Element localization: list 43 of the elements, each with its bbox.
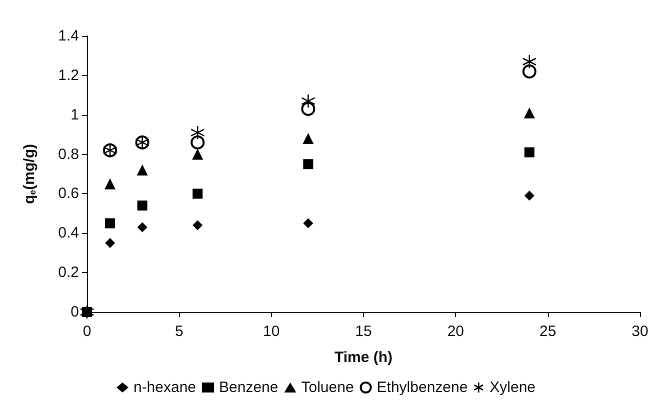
point bbox=[192, 220, 203, 230]
y-tick-label: 0.8 bbox=[58, 146, 79, 163]
point bbox=[105, 218, 116, 228]
x-tick-label: 0 bbox=[82, 323, 92, 340]
x-axis-title: Time (h) bbox=[334, 349, 393, 366]
y-tick-label: 1.4 bbox=[58, 28, 79, 44]
y-tick-label: 0 bbox=[70, 304, 79, 320]
point bbox=[524, 190, 534, 201]
point bbox=[137, 200, 148, 211]
point bbox=[524, 107, 535, 118]
point bbox=[302, 133, 314, 144]
legend-label: Benzene bbox=[219, 379, 278, 396]
y-tick-label: 0.4 bbox=[58, 224, 79, 242]
y-tick-label: 0.6 bbox=[58, 185, 79, 202]
point bbox=[190, 125, 205, 140]
point bbox=[522, 64, 536, 78]
point bbox=[303, 159, 314, 170]
y-axis-title: qe(mg/g) bbox=[21, 144, 38, 204]
x-tick-label: 20 bbox=[447, 323, 464, 340]
point bbox=[104, 178, 116, 190]
point bbox=[301, 102, 316, 116]
x-tick-label: 25 bbox=[539, 323, 556, 340]
point bbox=[137, 222, 148, 232]
point bbox=[303, 218, 314, 228]
x-tick-label: 5 bbox=[174, 323, 184, 340]
point bbox=[524, 147, 534, 158]
y-tick-label: 1.2 bbox=[58, 66, 79, 84]
y-tick-label: 0.2 bbox=[58, 264, 79, 282]
point bbox=[105, 238, 116, 248]
legend-label: Ethylbenzene bbox=[376, 379, 468, 396]
x-tick-label: 15 bbox=[355, 323, 372, 340]
y-tick-label: 1 bbox=[70, 106, 79, 124]
x-tick-label: 30 bbox=[632, 323, 648, 340]
point bbox=[192, 188, 203, 199]
legend-label: n-hexane bbox=[133, 379, 196, 396]
legend-label: Toluene bbox=[301, 379, 354, 396]
x-tick-label: 10 bbox=[262, 323, 280, 340]
point bbox=[301, 94, 316, 108]
point bbox=[190, 135, 205, 150]
legend-label: Xylene bbox=[490, 379, 536, 396]
point bbox=[136, 164, 148, 176]
point bbox=[522, 54, 537, 69]
point bbox=[192, 148, 204, 160]
